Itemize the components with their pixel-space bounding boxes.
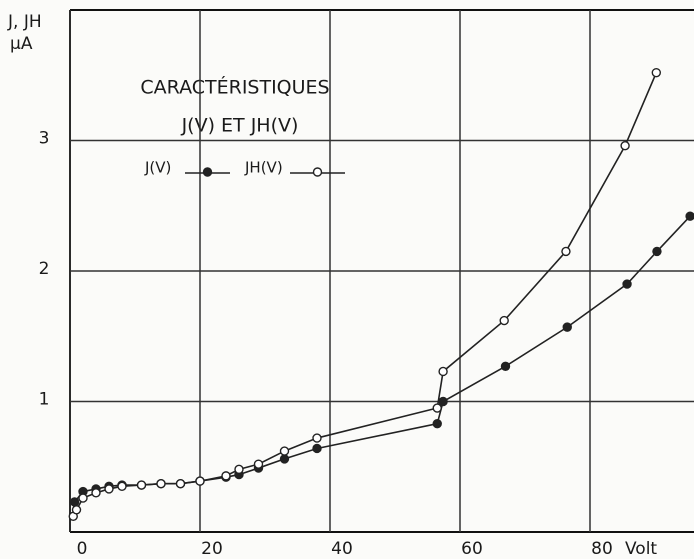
data-point: [78, 493, 88, 503]
legend-marker: [202, 167, 213, 177]
data-point: [620, 141, 630, 151]
data-point: [312, 443, 322, 454]
data-point: [438, 366, 448, 377]
y-tick-label: 3: [39, 129, 50, 149]
y-tick-label: 2: [39, 259, 50, 279]
data-point: [500, 361, 511, 371]
data-point: [195, 476, 205, 486]
data-point: [562, 322, 572, 332]
data-point: [312, 433, 322, 443]
data-point: [279, 454, 290, 464]
chart-title: CARACTÉRISTIQUES: [140, 76, 329, 99]
data-point: [561, 246, 571, 257]
series-line: [72, 72, 658, 517]
data-point: [234, 464, 244, 475]
data-point: [622, 279, 632, 289]
data-point: [221, 471, 231, 481]
data-point: [432, 418, 442, 429]
x-tick-label: 60: [461, 539, 483, 559]
data-point: [175, 479, 186, 489]
legend-marker: [312, 167, 323, 177]
x-tick-label: 40: [331, 539, 353, 559]
data-point: [432, 403, 442, 413]
data-point: [279, 446, 290, 456]
data-point: [69, 497, 80, 507]
data-point: [104, 484, 114, 494]
data-point: [71, 505, 82, 515]
y-tick-label: 1: [39, 390, 50, 410]
data-point: [685, 211, 694, 221]
series-line: [73, 215, 691, 503]
data-point: [651, 67, 661, 78]
data-point: [499, 315, 509, 326]
data-point: [136, 480, 147, 490]
x-tick-label: 20: [201, 539, 223, 559]
data-point: [438, 396, 448, 407]
legend-label: JH(V): [244, 159, 283, 177]
data-point: [156, 479, 166, 489]
x-tick-label: 0: [77, 539, 88, 559]
x-axis-label: Volt: [625, 539, 657, 559]
chart-subtitle: J(V) ET JH(V): [181, 115, 299, 137]
x-tick-label: 80: [591, 539, 613, 559]
legend-label: J(V): [144, 159, 171, 177]
data-point: [253, 459, 264, 469]
y-axis-label: J, JH: [7, 12, 42, 32]
data-point: [117, 481, 127, 492]
data-point: [91, 488, 101, 498]
y-axis-unit: μA: [10, 34, 33, 54]
data-point: [652, 246, 662, 257]
